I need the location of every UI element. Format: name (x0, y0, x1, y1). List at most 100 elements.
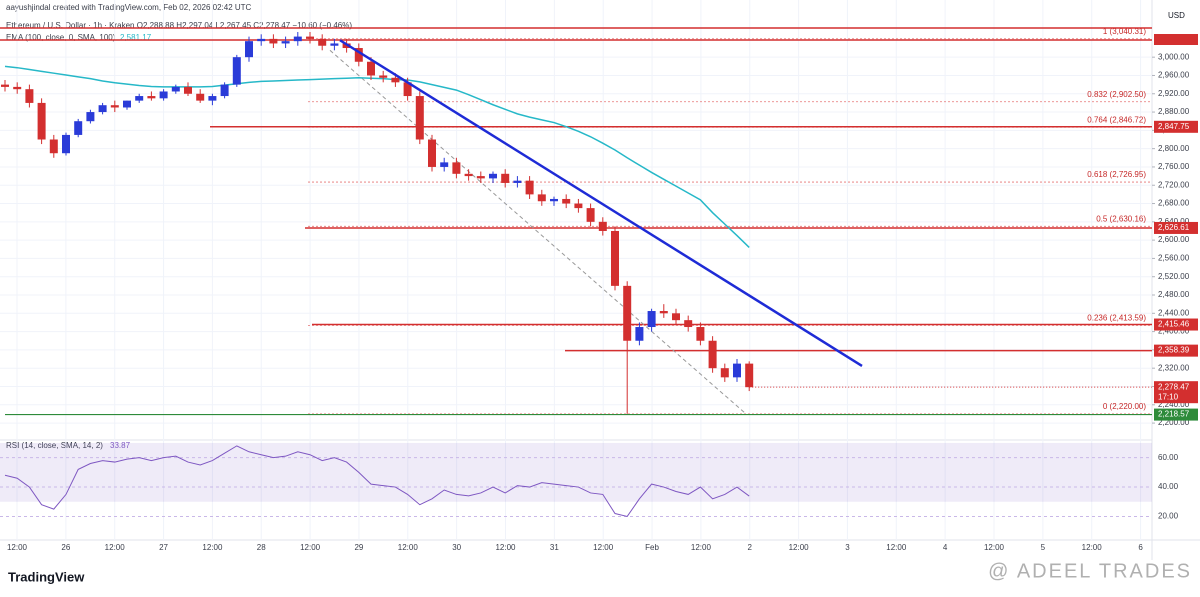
price-label-box (1154, 34, 1198, 45)
y-tick-label: 2,680.00 (1158, 199, 1190, 208)
rsi-tick-label: 60.00 (1158, 453, 1179, 462)
x-tick-label: 28 (257, 543, 266, 552)
y-tick-label: 2,520.00 (1158, 272, 1190, 281)
candle-body (525, 180, 534, 195)
candle-body (25, 89, 34, 103)
candle-body (306, 36, 314, 39)
x-tick-label: 12:00 (789, 543, 810, 552)
candle-body (672, 313, 680, 321)
x-tick-label: 30 (452, 543, 461, 552)
fib-label: 0.832 (2,902.50) (1087, 90, 1146, 99)
candle-body (245, 41, 253, 58)
candle-body (208, 96, 217, 101)
candle-body (379, 75, 388, 78)
y-tick-label: 2,760.00 (1158, 162, 1190, 171)
y-tick-label: 2,800.00 (1158, 144, 1190, 153)
x-tick-label: 31 (550, 543, 559, 552)
price-label: 2,278.47 (1158, 382, 1190, 391)
y-tick-label: 2,720.00 (1158, 180, 1190, 189)
x-tick-label: 2 (748, 543, 753, 552)
rsi-tick-label: 20.00 (1158, 512, 1179, 521)
candle-body (489, 173, 497, 179)
price-label-box (1154, 318, 1198, 331)
countdown: 17:10 (1158, 392, 1179, 401)
candle-body (37, 102, 46, 140)
brand: TradingView (8, 569, 85, 584)
y-tick-label: 2,200.00 (1158, 418, 1190, 427)
channel-line (329, 49, 746, 414)
candle-body (684, 320, 693, 328)
y-tick-label: 2,600.00 (1158, 235, 1190, 244)
candle-body (184, 86, 192, 94)
candle-body (159, 91, 168, 99)
y-tick-label: 2,440.00 (1158, 308, 1190, 317)
fib-label: 0.764 (2,846.72) (1087, 115, 1146, 124)
price-label: 2,626.61 (1158, 223, 1190, 232)
candle-body (428, 139, 436, 167)
ema-legend: EMA (100, close, 0, SMA, 100) (6, 33, 116, 42)
x-tick-label: 12:00 (398, 543, 419, 552)
candle-body (440, 162, 449, 167)
candle-body (476, 176, 485, 179)
candle-body (537, 194, 546, 202)
fib-label: 0.618 (2,726.95) (1087, 170, 1146, 179)
candle-body (86, 112, 95, 122)
candle-body (550, 198, 558, 202)
candle-body (49, 139, 58, 154)
candle-body (318, 38, 327, 46)
watermark: @ ADEEL TRADES (988, 560, 1192, 582)
candle-body (415, 96, 424, 140)
candle-body (574, 203, 583, 209)
x-tick-label: 12:00 (300, 543, 321, 552)
x-tick-label: 3 (845, 543, 850, 552)
candle-body (403, 82, 412, 97)
x-tick-label: 12:00 (7, 543, 28, 552)
candle-body (293, 36, 302, 42)
candle-body (647, 311, 656, 328)
candle-body (464, 173, 473, 177)
candle-body (220, 84, 229, 97)
rsi-value: 33.87 (110, 441, 131, 450)
candle-body (135, 96, 144, 101)
candle-body (708, 340, 717, 369)
symbol-legend: Ethereum / U.S. Dollar · 1h · Kraken O2,… (6, 21, 352, 30)
candle-body (257, 38, 266, 42)
candle-body (586, 208, 595, 222)
price-label-box (1154, 120, 1198, 133)
rsi-band (0, 442, 1152, 502)
candle-body (281, 41, 290, 44)
candle-body (623, 285, 632, 341)
x-tick-label: 12:00 (691, 543, 712, 552)
candle-body (98, 105, 107, 113)
price-label-box (1154, 381, 1198, 404)
fib-label: 0.236 (2,413.59) (1087, 313, 1146, 322)
candle-body (367, 61, 375, 76)
price-label-box (1154, 408, 1198, 421)
x-tick-label: 4 (943, 543, 948, 552)
fib-label: 0.5 (2,630.16) (1096, 214, 1146, 223)
price-label-box (1154, 344, 1198, 357)
y-tick-label: 2,240.00 (1158, 400, 1190, 409)
candle-body (13, 86, 22, 90)
y-tick-label: 3,000.00 (1158, 52, 1190, 61)
candle-body (74, 121, 83, 135)
x-tick-label: 12:00 (886, 543, 907, 552)
x-tick-label: 5 (1041, 543, 1046, 552)
candle-body (123, 100, 131, 108)
trend-line (339, 39, 863, 367)
price-label: 2,218.57 (1158, 410, 1190, 419)
price-label: 2,358.39 (1158, 346, 1190, 355)
candle-body (501, 173, 510, 183)
x-tick-label: Feb (645, 543, 659, 552)
candle-body (452, 162, 461, 174)
candle-body (1, 84, 9, 87)
x-tick-label: 12:00 (1082, 543, 1103, 552)
x-tick-label: 12:00 (495, 543, 516, 552)
y-tick-label: 2,880.00 (1158, 107, 1190, 116)
rsi-tick-label: 40.00 (1158, 482, 1179, 491)
candle-body (354, 48, 363, 62)
candle-body (635, 327, 644, 341)
price-label-box (1154, 221, 1198, 234)
